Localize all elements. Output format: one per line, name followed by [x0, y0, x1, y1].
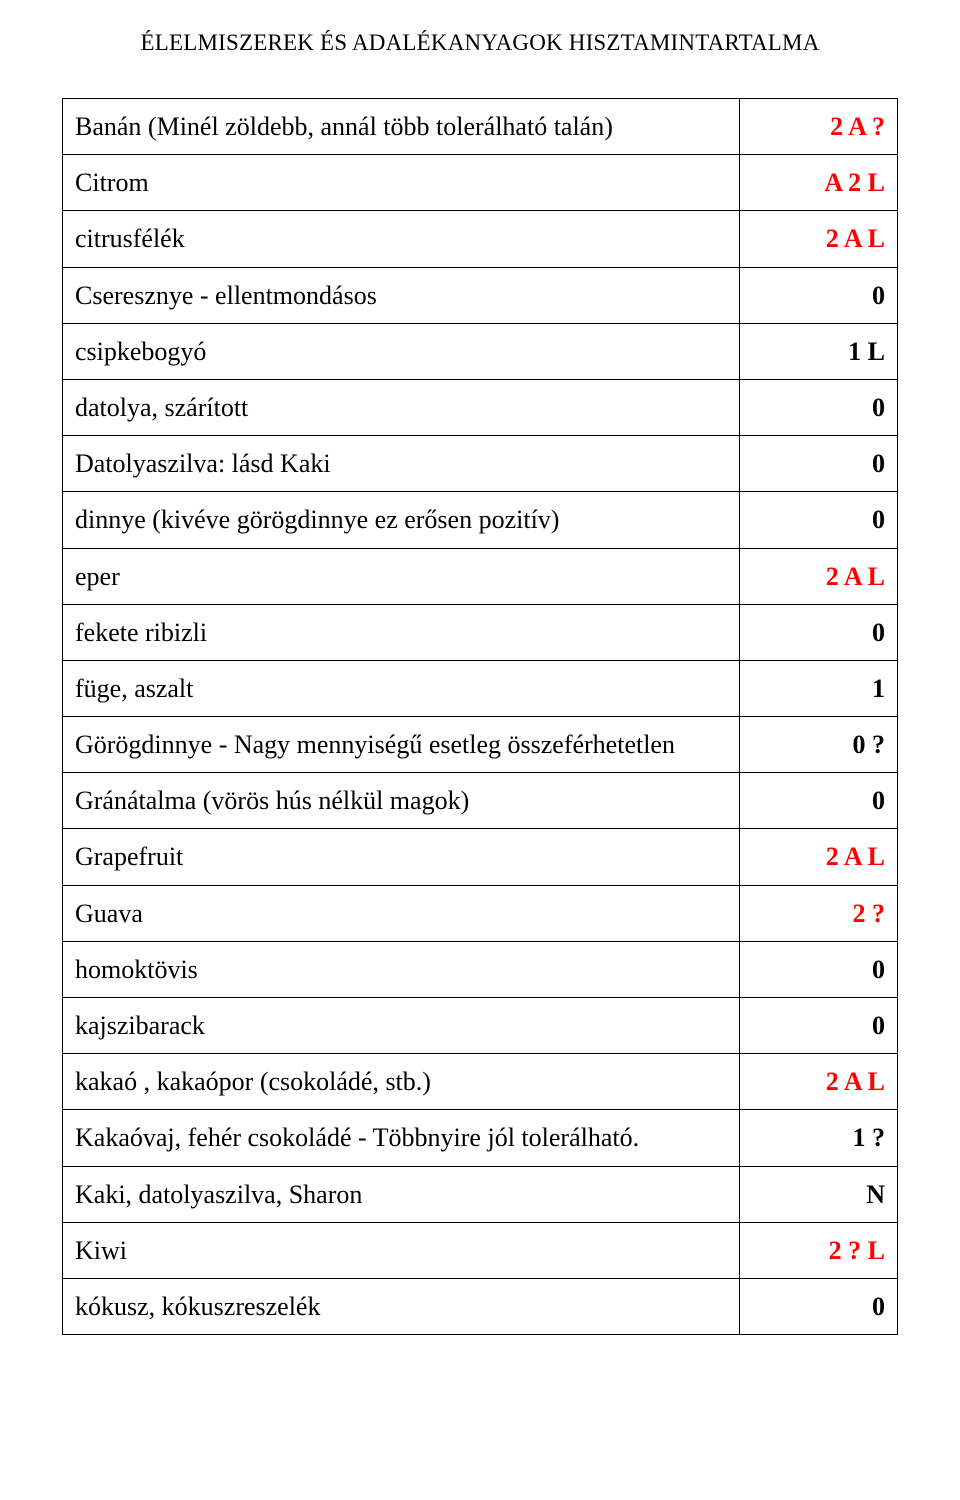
food-value-cell: 0	[740, 941, 898, 997]
food-value-cell: 2 ? L	[740, 1222, 898, 1278]
table-row: Cseresznye - ellentmondásos0	[63, 267, 898, 323]
table-row: CitromA 2 L	[63, 155, 898, 211]
table-row: eper2 A L	[63, 548, 898, 604]
table-row: Görögdinnye - Nagy mennyiségű esetleg ös…	[63, 717, 898, 773]
food-name-cell: citrusfélék	[63, 211, 740, 267]
table-row: datolya, szárított0	[63, 379, 898, 435]
food-table-body: Banán (Minél zöldebb, annál több tolerál…	[63, 99, 898, 1335]
food-value-cell: 2 ?	[740, 885, 898, 941]
food-name-cell: datolya, szárított	[63, 379, 740, 435]
food-value-cell: 0 ?	[740, 717, 898, 773]
table-row: fekete ribizli0	[63, 604, 898, 660]
food-name-cell: Kiwi	[63, 1222, 740, 1278]
food-value-cell: 0	[740, 998, 898, 1054]
food-name-cell: Guava	[63, 885, 740, 941]
table-row: Kaki, datolyaszilva, SharonN	[63, 1166, 898, 1222]
table-row: Gránátalma (vörös hús nélkül magok)0	[63, 773, 898, 829]
table-row: kakaó , kakaópor (csokoládé, stb.)2 A L	[63, 1054, 898, 1110]
food-name-cell: Citrom	[63, 155, 740, 211]
food-name-cell: Kakaóvaj, fehér csokoládé - Többnyire jó…	[63, 1110, 740, 1166]
food-name-cell: Datolyaszilva: lásd Kaki	[63, 436, 740, 492]
food-value-cell: 0	[740, 436, 898, 492]
food-name-cell: kakaó , kakaópor (csokoládé, stb.)	[63, 1054, 740, 1110]
food-value-cell: 2 A L	[740, 211, 898, 267]
table-row: Grapefruit2 A L	[63, 829, 898, 885]
food-value-cell: 1 L	[740, 323, 898, 379]
food-value-cell: 0	[740, 604, 898, 660]
food-value-cell: 0	[740, 773, 898, 829]
food-value-cell: 1 ?	[740, 1110, 898, 1166]
food-name-cell: Kaki, datolyaszilva, Sharon	[63, 1166, 740, 1222]
food-value-cell: 0	[740, 492, 898, 548]
table-row: dinnye (kivéve görögdinnye ez erősen poz…	[63, 492, 898, 548]
food-value-cell: 1	[740, 660, 898, 716]
food-table: Banán (Minél zöldebb, annál több tolerál…	[62, 98, 898, 1335]
table-row: Kiwi2 ? L	[63, 1222, 898, 1278]
food-name-cell: füge, aszalt	[63, 660, 740, 716]
table-row: Banán (Minél zöldebb, annál több tolerál…	[63, 99, 898, 155]
food-value-cell: 2 A L	[740, 829, 898, 885]
table-row: citrusfélék2 A L	[63, 211, 898, 267]
food-name-cell: homoktövis	[63, 941, 740, 997]
food-name-cell: Grapefruit	[63, 829, 740, 885]
food-value-cell: 0	[740, 379, 898, 435]
food-name-cell: Görögdinnye - Nagy mennyiségű esetleg ös…	[63, 717, 740, 773]
food-name-cell: fekete ribizli	[63, 604, 740, 660]
table-row: kókusz, kókuszreszelék0	[63, 1278, 898, 1334]
table-row: kajszibarack0	[63, 998, 898, 1054]
food-value-cell: 0	[740, 1278, 898, 1334]
food-value-cell: A 2 L	[740, 155, 898, 211]
food-value-cell: N	[740, 1166, 898, 1222]
food-value-cell: 2 A L	[740, 1054, 898, 1110]
table-row: füge, aszalt1	[63, 660, 898, 716]
table-row: Kakaóvaj, fehér csokoládé - Többnyire jó…	[63, 1110, 898, 1166]
food-value-cell: 2 A L	[740, 548, 898, 604]
food-name-cell: dinnye (kivéve görögdinnye ez erősen poz…	[63, 492, 740, 548]
food-name-cell: kajszibarack	[63, 998, 740, 1054]
food-value-cell: 2 A ?	[740, 99, 898, 155]
table-row: homoktövis0	[63, 941, 898, 997]
page: ÉLELMISZEREK ÉS ADALÉKANYAGOK HISZTAMINT…	[0, 0, 960, 1500]
food-name-cell: Banán (Minél zöldebb, annál több tolerál…	[63, 99, 740, 155]
table-row: Guava2 ?	[63, 885, 898, 941]
page-title: ÉLELMISZEREK ÉS ADALÉKANYAGOK HISZTAMINT…	[62, 30, 898, 56]
table-row: Datolyaszilva: lásd Kaki0	[63, 436, 898, 492]
food-name-cell: eper	[63, 548, 740, 604]
food-name-cell: kókusz, kókuszreszelék	[63, 1278, 740, 1334]
food-name-cell: csipkebogyó	[63, 323, 740, 379]
food-name-cell: Gránátalma (vörös hús nélkül magok)	[63, 773, 740, 829]
food-value-cell: 0	[740, 267, 898, 323]
table-row: csipkebogyó1 L	[63, 323, 898, 379]
food-name-cell: Cseresznye - ellentmondásos	[63, 267, 740, 323]
